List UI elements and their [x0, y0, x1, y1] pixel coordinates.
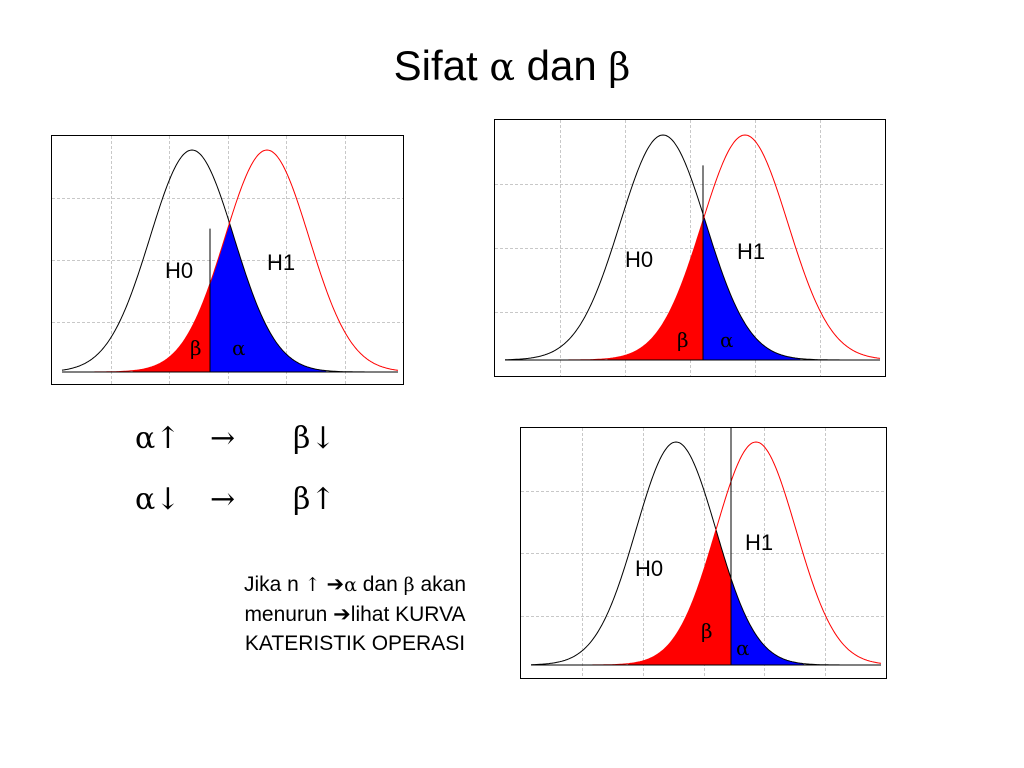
alpha-region-label: α [232, 336, 246, 360]
beta-region-label: β [701, 619, 713, 643]
chart-3-plot [521, 428, 886, 678]
beta-region [132, 284, 210, 372]
relation-2-arrow: → [210, 482, 236, 517]
alpha-region-label: α [720, 328, 734, 352]
title-dan: dan [526, 42, 597, 89]
grid [495, 120, 885, 376]
note-line-3: KATERISTIK OPERASI [244, 632, 466, 655]
alpha-region [210, 224, 327, 372]
chart-2-plot [495, 120, 885, 376]
relation-1-arrow: → [210, 421, 236, 456]
relation-1-left: α↑ [135, 421, 181, 456]
alpha-region-label: α [736, 636, 750, 660]
beta-region-label: β [677, 328, 689, 352]
alpha-region [731, 578, 804, 665]
beta-region-label: β [190, 336, 202, 360]
h1-label: H1 [267, 250, 296, 275]
distribution-chart-3: H0 H1 β α [520, 427, 887, 679]
title-beta: β [608, 45, 631, 89]
sample-size-note: Jika n ↑ ➔α dan β akan menurun ➔lihat KU… [200, 570, 510, 658]
relation-2-right: β↑ [293, 482, 336, 517]
title-alpha: α [489, 45, 515, 89]
h1-label: H1 [745, 530, 774, 555]
h0-label: H0 [625, 247, 654, 272]
distribution-chart-1: H0 H1 β α [51, 135, 404, 385]
page-title: Sifat α dan β [0, 42, 1024, 90]
grid [521, 428, 886, 678]
title-text: Sifat [393, 42, 478, 89]
chart-1-plot [52, 136, 403, 384]
distribution-chart-2: H0 H1 β α [494, 119, 886, 377]
beta-region [628, 529, 731, 665]
alpha-region [703, 217, 801, 360]
relation-1-right: β↓ [293, 421, 336, 456]
h0-label: H0 [635, 556, 664, 581]
h1-label: H1 [737, 239, 766, 264]
beta-region [607, 222, 703, 360]
h0-label: H0 [165, 258, 194, 283]
note-line-1: Jika n ↑ ➔α dan β akan [243, 573, 467, 596]
note-line-2: menurun ➔lihat KURVA [244, 603, 466, 626]
relation-2-left: α↓ [135, 482, 181, 517]
